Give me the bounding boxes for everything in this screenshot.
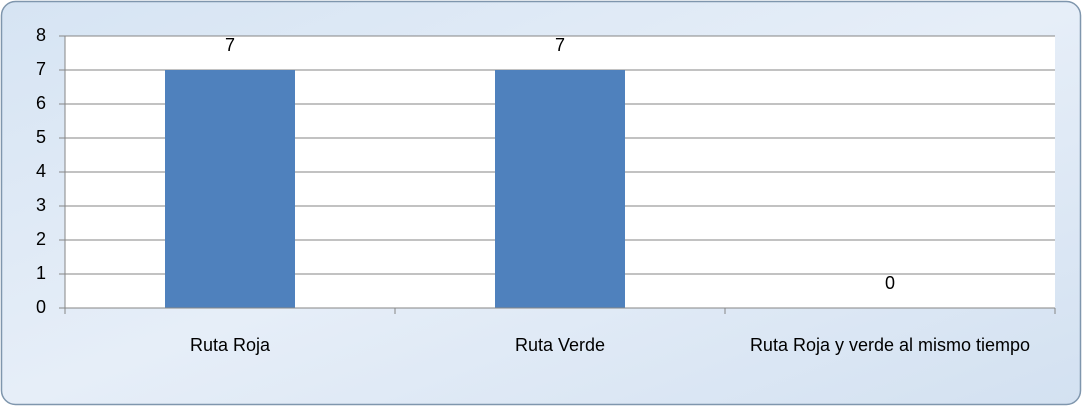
y-tick-label: 7	[36, 59, 46, 79]
y-tick-label: 6	[36, 93, 46, 113]
data-label: 7	[555, 35, 565, 55]
y-tick-label: 5	[36, 127, 46, 147]
data-label: 7	[225, 35, 235, 55]
y-tick-label: 2	[36, 229, 46, 249]
y-tick-label: 1	[36, 263, 46, 283]
y-tick-label: 3	[36, 195, 46, 215]
x-tick-label: Ruta Verde	[514, 335, 606, 355]
x-tick-label: Ruta Roja	[189, 335, 271, 355]
y-tick-label: 0	[36, 297, 46, 317]
y-tick-label: 8	[36, 25, 46, 45]
x-tick-label: Ruta Roja y verde al mismo tiempo	[749, 335, 1031, 355]
bar	[495, 70, 625, 308]
data-label: 0	[885, 273, 895, 293]
bar	[165, 70, 295, 308]
y-tick-label: 4	[36, 161, 46, 181]
